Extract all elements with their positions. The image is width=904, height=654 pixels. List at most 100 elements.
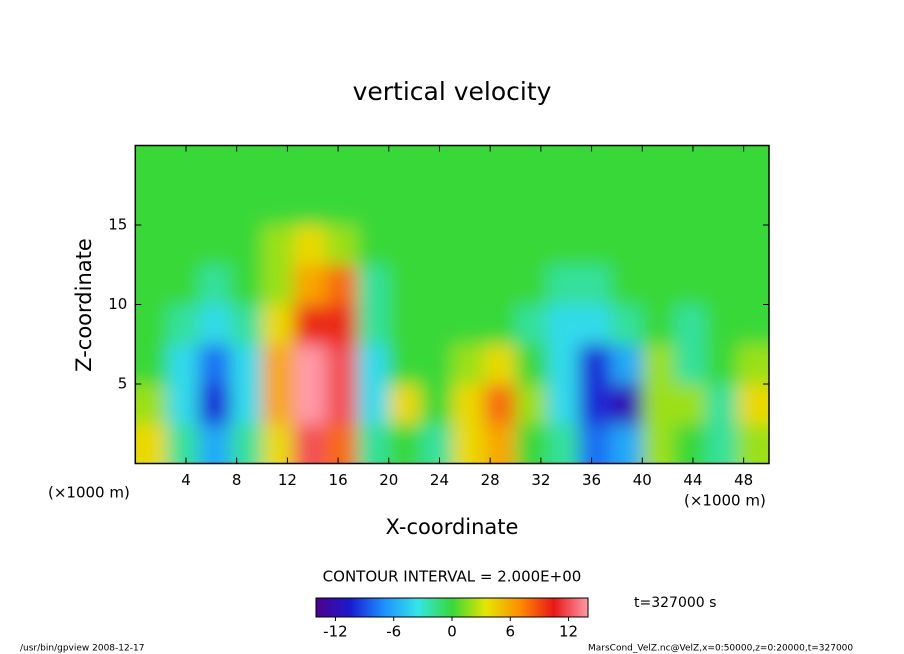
x-unit-left: (×1000 m): [48, 484, 130, 502]
heat-cell: [673, 423, 707, 464]
heat-cell: [166, 185, 200, 226]
heat-cell: [262, 304, 295, 345]
x-tick-label: 48: [734, 471, 753, 489]
heat-cell: [262, 225, 295, 266]
heat-cell: [452, 225, 485, 266]
heat-cell: [293, 344, 326, 385]
heat-cell: [515, 225, 548, 266]
heat-cell: [737, 145, 770, 186]
heat-cell: [642, 344, 675, 385]
heat-cell: [610, 145, 643, 186]
heat-cell: [705, 145, 738, 186]
heat-cell: [515, 384, 548, 425]
heat-cell: [325, 304, 358, 345]
heat-cell: [515, 185, 548, 226]
cells: [135, 145, 770, 464]
heat-cell: [547, 423, 580, 464]
x-tick-label: 12: [278, 471, 297, 489]
heat-cell: [483, 384, 517, 425]
colorbar-tick-label: -12: [323, 623, 348, 641]
heat-cell: [515, 264, 548, 305]
heat-cell: [293, 185, 326, 226]
heat-cell: [578, 384, 612, 425]
heat-cell: [325, 344, 358, 385]
heat-cell: [578, 185, 612, 226]
heat-cell: [610, 423, 643, 464]
heat-cell: [673, 225, 707, 266]
heat-cell: [705, 344, 738, 385]
heat-cell: [388, 344, 421, 385]
heat-cell: [230, 423, 263, 464]
heat-cell: [230, 344, 263, 385]
heat-cell: [515, 344, 548, 385]
heat-cell: [420, 225, 453, 266]
heat-cell: [135, 304, 168, 345]
heat-cell: [198, 264, 231, 305]
heat-cell: [673, 344, 707, 385]
heat-cell: [737, 304, 770, 345]
heat-cell: [642, 145, 675, 186]
heat-cell: [420, 264, 453, 305]
heat-cell: [705, 185, 738, 226]
heat-cell: [642, 185, 675, 226]
heat-cell: [547, 145, 580, 186]
heat-cell: [452, 145, 485, 186]
colorbar: [315, 597, 589, 618]
x-tick-label: 24: [430, 471, 449, 489]
heat-cell: [293, 264, 326, 305]
heat-cell: [135, 185, 168, 226]
heat-cell: [483, 225, 517, 266]
x-tick-label: 44: [683, 471, 702, 489]
heat-cell: [388, 384, 421, 425]
heat-cell: [262, 145, 295, 186]
heat-cell: [325, 145, 358, 186]
time-note: t=327000 s: [634, 595, 716, 611]
x-tick-label: 40: [633, 471, 652, 489]
heat-cell: [642, 264, 675, 305]
heat-cell: [610, 304, 643, 345]
heat-cell: [483, 185, 517, 226]
heat-cell: [262, 185, 295, 226]
heat-cell: [737, 225, 770, 266]
heat-cell: [198, 225, 231, 266]
heat-cell: [198, 145, 231, 186]
heat-cell: [325, 384, 358, 425]
heat-cell: [293, 304, 326, 345]
heat-cell: [547, 185, 580, 226]
heat-cell: [515, 304, 548, 345]
heat-cell: [483, 264, 517, 305]
heat-cell: [642, 304, 675, 345]
heat-cell: [610, 185, 643, 226]
heat-cell: [388, 225, 421, 266]
heat-cell: [547, 225, 580, 266]
x-tick-label: 36: [582, 471, 601, 489]
heatmap: [135, 145, 770, 464]
heat-cell: [737, 185, 770, 226]
y-axis-label: Z-coordinate: [72, 238, 96, 372]
heat-cell: [420, 344, 453, 385]
heat-cell: [578, 423, 612, 464]
heat-cell: [135, 225, 168, 266]
heat-cell: [325, 185, 358, 226]
heat-cell: [452, 384, 485, 425]
heat-cell: [673, 304, 707, 345]
footer-left: /usr/bin/gpview 2008-12-17: [20, 644, 144, 654]
heat-cell: [357, 145, 390, 186]
y-tick-label: 10: [108, 295, 127, 313]
heat-cell: [483, 145, 517, 186]
footer-right: MarsCond_VelZ.nc@VelZ,x=0:50000,z=0:2000…: [588, 644, 853, 654]
heat-cell: [357, 344, 390, 385]
heat-cell: [166, 384, 200, 425]
heat-cell: [610, 344, 643, 385]
heat-cell: [357, 423, 390, 464]
heat-cell: [262, 384, 295, 425]
heat-cell: [705, 225, 738, 266]
heat-cell: [452, 304, 485, 345]
heat-cell: [293, 384, 326, 425]
heat-cell: [578, 344, 612, 385]
heat-cell: [135, 344, 168, 385]
heat-cell: [198, 423, 231, 464]
y-tick-label: 5: [118, 375, 128, 393]
heat-cell: [325, 423, 358, 464]
heat-cell: [135, 264, 168, 305]
